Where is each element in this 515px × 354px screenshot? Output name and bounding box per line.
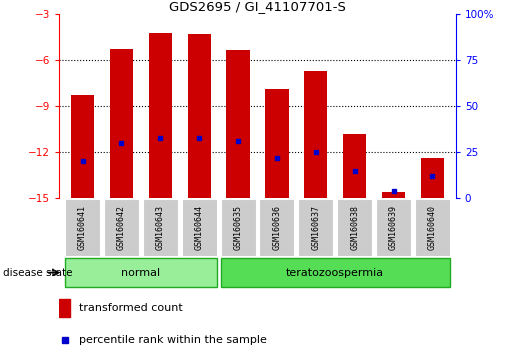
Bar [59, 299, 71, 317]
Text: GSM160644: GSM160644 [195, 205, 204, 250]
Text: teratozoospermia: teratozoospermia [286, 268, 384, 278]
Text: GSM160641: GSM160641 [78, 205, 87, 250]
Title: GDS2695 / GI_41107701-S: GDS2695 / GI_41107701-S [169, 0, 346, 13]
Bar [304, 71, 328, 198]
FancyBboxPatch shape [220, 258, 450, 287]
Bar [227, 50, 250, 198]
Bar [149, 33, 172, 198]
Bar [382, 192, 405, 198]
FancyBboxPatch shape [260, 199, 295, 256]
Text: GSM160639: GSM160639 [389, 205, 398, 250]
Text: GSM160635: GSM160635 [234, 205, 243, 250]
Text: transformed count: transformed count [79, 303, 183, 313]
Bar [343, 134, 366, 198]
FancyBboxPatch shape [104, 199, 139, 256]
Text: GSM160637: GSM160637 [311, 205, 320, 250]
FancyBboxPatch shape [65, 199, 100, 256]
Bar [421, 158, 444, 198]
Bar [110, 50, 133, 198]
Text: normal: normal [122, 268, 161, 278]
Text: disease state: disease state [3, 268, 72, 278]
FancyBboxPatch shape [220, 199, 255, 256]
Text: percentile rank within the sample: percentile rank within the sample [79, 335, 267, 345]
FancyBboxPatch shape [376, 199, 411, 256]
Text: GSM160643: GSM160643 [156, 205, 165, 250]
Bar [265, 89, 288, 198]
Text: GSM160642: GSM160642 [117, 205, 126, 250]
FancyBboxPatch shape [143, 199, 178, 256]
FancyBboxPatch shape [415, 199, 450, 256]
Bar [71, 96, 94, 198]
FancyBboxPatch shape [337, 199, 372, 256]
FancyBboxPatch shape [65, 258, 217, 287]
Text: GSM160640: GSM160640 [428, 205, 437, 250]
Text: GSM160636: GSM160636 [272, 205, 281, 250]
FancyBboxPatch shape [298, 199, 333, 256]
Text: GSM160638: GSM160638 [350, 205, 359, 250]
FancyBboxPatch shape [182, 199, 217, 256]
Bar [187, 34, 211, 198]
